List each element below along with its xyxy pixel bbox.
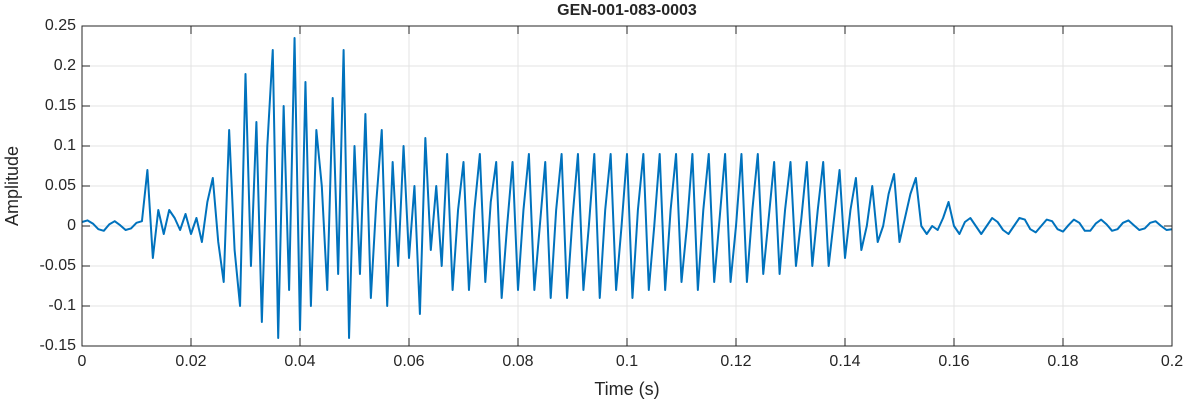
waveform-line (81, 37, 1173, 339)
x-tick-label: 0.14 (829, 353, 860, 370)
y-tick-label: 0.15 (45, 97, 76, 114)
x-tick-label: 0 (78, 353, 87, 370)
y-tick-label: -0.05 (40, 257, 77, 274)
axes-box (81, 25, 1173, 347)
x-tick-label: 0.02 (175, 353, 206, 370)
x-tick-label: 0.04 (284, 353, 315, 370)
x-tick-label: 0.2 (1161, 353, 1183, 370)
y-axis-label: Amplitude (2, 146, 22, 226)
x-tick-label: 0.18 (1047, 353, 1078, 370)
y-tick-label: -0.15 (40, 337, 77, 354)
y-tick-label: 0.1 (54, 137, 76, 154)
plot (81, 37, 1173, 339)
chart-title: GEN-001-083-0003 (557, 2, 697, 19)
y-tick-label: 0 (67, 217, 76, 234)
x-axis-label: Time (s) (594, 379, 659, 399)
y-tick-label: -0.1 (48, 297, 76, 314)
x-tick-label: 0.12 (720, 353, 751, 370)
x-tick-label: 0.16 (938, 353, 969, 370)
y-tick-label: 0.25 (45, 17, 76, 34)
x-tick-label: 0.06 (393, 353, 424, 370)
x-tick-label: 0.08 (502, 353, 533, 370)
y-tick-label: 0.05 (45, 177, 76, 194)
x-tick-label: 0.1 (616, 353, 638, 370)
y-tick-label: 0.2 (54, 57, 76, 74)
